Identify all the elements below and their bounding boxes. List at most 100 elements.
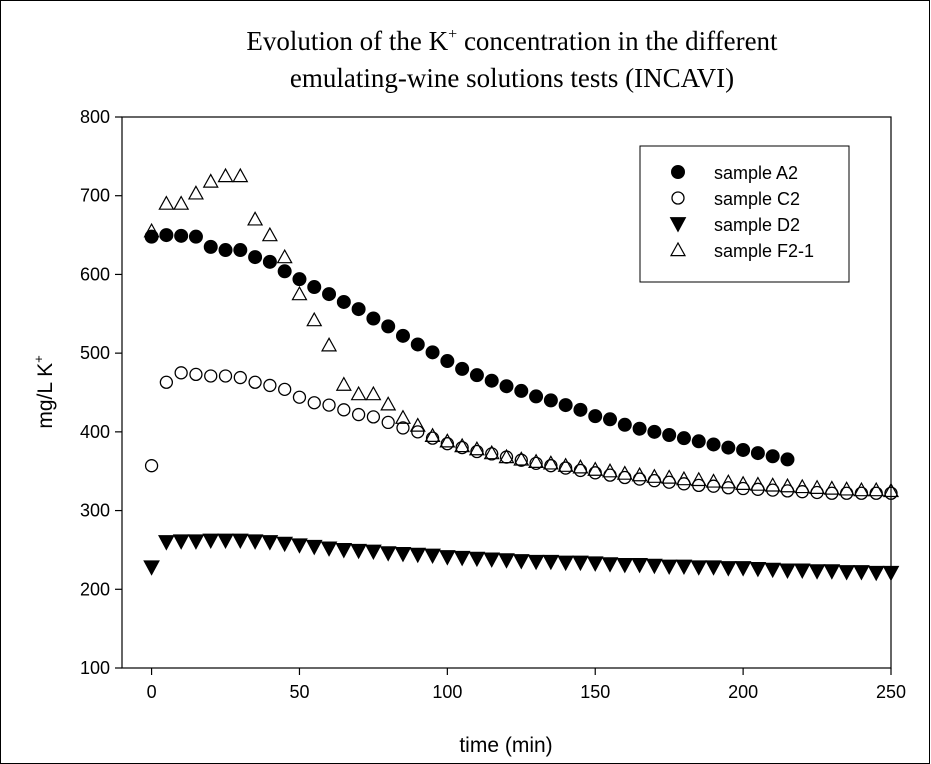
y-axis: 100 200 300 400 500 600 700 800 xyxy=(80,107,122,678)
data-point-sample-c2 xyxy=(411,425,425,439)
data-point-sample-f2-1 xyxy=(394,409,412,424)
chart-title-line-1: Evolution of the K+ concentration in the… xyxy=(246,26,778,56)
data-point-sample-d2 xyxy=(542,554,560,571)
data-point-sample-f2-1 xyxy=(247,211,264,226)
data-point-sample-d2 xyxy=(217,533,234,550)
data-point-sample-f2-1 xyxy=(321,337,338,352)
data-point-sample-d2 xyxy=(527,554,545,571)
data-point-sample-f2-1 xyxy=(690,471,707,487)
x-tick-label: 200 xyxy=(728,682,758,702)
series-sample-f2-1 xyxy=(143,167,900,498)
data-point-sample-d2 xyxy=(468,551,486,568)
data-point-sample-a2 xyxy=(780,452,795,467)
data-point-sample-a2 xyxy=(218,243,233,258)
x-tick-label: 250 xyxy=(876,682,906,702)
data-point-sample-f2-1 xyxy=(291,285,308,301)
data-point-sample-c2 xyxy=(366,410,381,424)
data-point-sample-f2-1 xyxy=(483,444,500,460)
data-point-sample-d2 xyxy=(202,533,220,550)
data-point-sample-c2 xyxy=(218,369,233,383)
data-point-sample-f2-1 xyxy=(380,396,397,411)
data-point-sample-d2 xyxy=(291,538,308,554)
legend-items: sample A2 sample C2 sample D2 sample F2-1 xyxy=(669,163,814,261)
data-point-sample-c2 xyxy=(159,375,174,389)
data-point-sample-a2 xyxy=(543,393,558,408)
series-sample-a2 xyxy=(144,228,795,467)
data-point-sample-a2 xyxy=(262,254,277,269)
data-point-sample-d2 xyxy=(690,560,708,576)
data-point-sample-d2 xyxy=(172,534,190,550)
data-point-sample-d2 xyxy=(512,554,530,570)
data-point-sample-a2 xyxy=(174,228,189,243)
y-tick-label: 800 xyxy=(80,107,110,127)
data-point-sample-d2 xyxy=(305,539,323,556)
data-series xyxy=(143,167,900,582)
data-point-sample-c2 xyxy=(278,382,292,397)
data-point-sample-d2 xyxy=(867,565,885,582)
data-point-sample-a2 xyxy=(736,442,751,457)
y-tick-label: 700 xyxy=(80,186,110,206)
data-point-sample-d2 xyxy=(483,552,501,568)
data-point-sample-f2-1 xyxy=(217,167,234,183)
y-tick-label: 400 xyxy=(80,422,110,442)
data-point-sample-f2-1 xyxy=(557,457,574,472)
data-point-sample-a2 xyxy=(514,383,529,398)
data-point-sample-a2 xyxy=(440,354,455,369)
data-point-sample-f2-1 xyxy=(882,482,900,498)
x-axis-label: time (min) xyxy=(459,734,552,757)
data-point-sample-d2 xyxy=(749,561,767,578)
data-point-sample-a2 xyxy=(381,319,396,334)
legend-marker-sample-f2-1 xyxy=(669,241,687,257)
data-point-sample-a2 xyxy=(558,398,573,413)
data-point-sample-a2 xyxy=(750,446,765,461)
data-point-sample-f2-1 xyxy=(261,226,278,242)
data-point-sample-a2 xyxy=(588,409,603,424)
legend-marker-sample-a2 xyxy=(671,165,685,179)
data-point-sample-f2-1 xyxy=(675,470,692,486)
data-point-sample-a2 xyxy=(662,428,677,443)
data-point-sample-a2 xyxy=(159,228,174,243)
data-point-sample-c2 xyxy=(884,486,898,500)
y-axis-label: mg/L K+ xyxy=(31,355,57,428)
data-point-sample-d2 xyxy=(823,564,841,580)
data-point-sample-f2-1 xyxy=(853,481,870,497)
data-point-sample-d2 xyxy=(320,541,338,557)
data-point-sample-f2-1 xyxy=(616,465,633,480)
data-point-sample-f2-1 xyxy=(424,427,441,442)
data-point-sample-a2 xyxy=(366,311,381,326)
data-point-sample-d2 xyxy=(187,534,205,550)
plot-area xyxy=(121,116,892,669)
data-point-sample-c2 xyxy=(233,370,247,385)
data-point-sample-d2 xyxy=(439,550,456,566)
data-point-sample-f2-1 xyxy=(143,222,160,238)
data-point-sample-a2 xyxy=(233,243,248,258)
legend: sample A2 sample C2 sample D2 sample F2-1 xyxy=(639,145,850,283)
data-point-sample-a2 xyxy=(322,287,337,302)
data-point-sample-a2 xyxy=(351,302,366,317)
x-tick-label: 0 xyxy=(147,682,157,702)
data-point-sample-c2 xyxy=(263,378,277,393)
data-point-sample-d2 xyxy=(379,546,397,562)
data-point-sample-a2 xyxy=(188,229,203,244)
data-point-sample-f2-1 xyxy=(158,195,175,210)
data-point-sample-d2 xyxy=(246,534,264,550)
data-point-sample-d2 xyxy=(572,555,589,572)
data-point-sample-d2 xyxy=(453,550,471,567)
data-point-sample-f2-1 xyxy=(542,455,559,470)
data-point-sample-f2-1 xyxy=(572,459,589,474)
data-point-sample-a2 xyxy=(603,412,618,427)
y-tick-label: 100 xyxy=(80,658,110,678)
data-point-sample-d2 xyxy=(660,559,678,576)
data-point-sample-f2-1 xyxy=(809,479,826,494)
data-point-sample-d2 xyxy=(143,560,160,576)
data-point-sample-c2 xyxy=(189,367,203,382)
data-point-sample-f2-1 xyxy=(365,385,382,401)
data-point-sample-f2-1 xyxy=(631,466,648,482)
data-point-sample-d2 xyxy=(631,558,648,574)
data-point-sample-c2 xyxy=(455,440,469,455)
data-point-sample-a2 xyxy=(573,402,588,417)
chart-title-line-2: emulating-wine solutions tests (INCAVI) xyxy=(290,63,734,93)
y-tick-label: 600 xyxy=(80,264,110,284)
data-point-sample-f2-1 xyxy=(735,475,752,491)
